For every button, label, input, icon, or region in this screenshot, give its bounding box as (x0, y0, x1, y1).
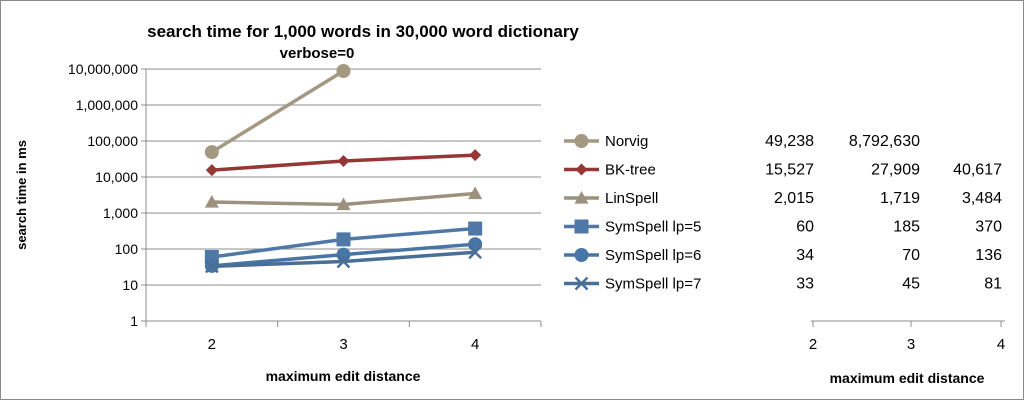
y-tick-label: 10 (122, 277, 138, 293)
marker-stroke (574, 276, 589, 291)
marker-stroke (336, 254, 351, 269)
data-table-cell: 136 (975, 247, 1002, 264)
data-table-cell: 185 (893, 219, 920, 236)
data-table-cell: 1,719 (880, 190, 920, 207)
data-point (336, 64, 351, 79)
data-table-cell: 81 (984, 276, 1002, 293)
legend-marker (574, 248, 589, 262)
data-point (205, 164, 218, 177)
legend-label: BK-tree (605, 162, 656, 179)
data-table-cell: 49,238 (765, 133, 814, 150)
legend-item: SymSpell lp=7 (564, 276, 701, 293)
data-table-cell: 27,909 (871, 162, 920, 179)
legend-item: Norvig (564, 133, 648, 150)
data-table-cell: 8,792,630 (849, 133, 920, 150)
legend-marker (575, 163, 588, 176)
series-symspell-lp-7 (204, 245, 483, 274)
legend-marker (574, 276, 589, 291)
table-axis-tick-label: 3 (907, 336, 915, 353)
data-point (336, 232, 351, 247)
y-tick-label: 1,000,000 (76, 97, 138, 113)
chart-subtitle: verbose=0 (280, 45, 355, 62)
table-axis-tick-label: 2 (809, 336, 817, 353)
x-tick-label: 4 (471, 336, 479, 353)
data-point (468, 221, 483, 236)
x-tick-label: 2 (208, 336, 216, 353)
y-tick-label: 1 (130, 313, 138, 329)
series-line (210, 69, 345, 154)
data-table: 49,238 8,792,630 15,527 27,909 40,617 2,015 1,… (765, 133, 1005, 353)
table-x-axis-label: maximum edit distance (830, 370, 985, 386)
legend-label: SymSpell lp=6 (605, 247, 701, 264)
plot-area: 1 10 100 1,000 10,000 100,000 1,000,000 10,000,… (68, 61, 542, 353)
legend-label: LinSpell (605, 190, 658, 207)
data-table-cell: 15,527 (765, 162, 814, 179)
y-tick-label: 1,000 (103, 205, 138, 221)
legend-item: SymSpell lp=6 (564, 247, 701, 264)
data-point (336, 197, 351, 211)
legend-marker (574, 219, 589, 234)
y-axis-label: search time in ms (14, 140, 29, 250)
table-axis-tick-label: 4 (997, 336, 1005, 353)
data-table-cell: 370 (975, 219, 1002, 236)
data-point (337, 154, 350, 167)
series-bk-tree (205, 149, 482, 177)
data-table-cell: 60 (796, 219, 814, 236)
series-norvig (204, 64, 351, 160)
data-point (204, 145, 219, 160)
data-point (336, 254, 351, 269)
data-table-cell: 3,484 (962, 190, 1002, 207)
legend-label: SymSpell lp=5 (605, 219, 701, 236)
marker-stroke (468, 245, 483, 260)
legend-marker (574, 191, 589, 204)
legend-item: BK-tree (564, 162, 656, 179)
data-table-cell: 2,015 (774, 190, 814, 207)
data-table-cell: 34 (796, 247, 814, 264)
chart-title: search time for 1,000 words in 30,000 wo… (147, 22, 579, 41)
y-tick-label: 10,000 (95, 169, 138, 185)
data-table-cell: 40,617 (953, 162, 1002, 179)
data-point (469, 149, 482, 162)
data-point (204, 259, 219, 274)
series-linspell (204, 186, 483, 211)
y-tick-label: 100,000 (87, 133, 138, 149)
data-table-cell: 70 (902, 247, 920, 264)
data-point (468, 186, 483, 200)
x-axis-label: maximum edit distance (266, 368, 421, 384)
marker-stroke (204, 259, 219, 274)
legend-item: SymSpell lp=5 (564, 219, 701, 236)
x-tick-label: 3 (339, 336, 347, 353)
legend-marker (574, 134, 589, 148)
y-tick-label: 10,000,000 (68, 61, 138, 77)
legend-label: Norvig (605, 133, 648, 150)
y-tick-label: 100 (115, 241, 139, 257)
data-point (468, 245, 483, 260)
legend: Norvig BK-tree LinSpell SymSpell lp=5 SymSpe… (564, 133, 701, 293)
data-table-cell: 33 (796, 276, 814, 293)
data-table-cell: 45 (902, 276, 920, 293)
legend-label: SymSpell lp=7 (605, 276, 701, 293)
legend-item: LinSpell (564, 190, 658, 207)
data-point (204, 195, 219, 208)
